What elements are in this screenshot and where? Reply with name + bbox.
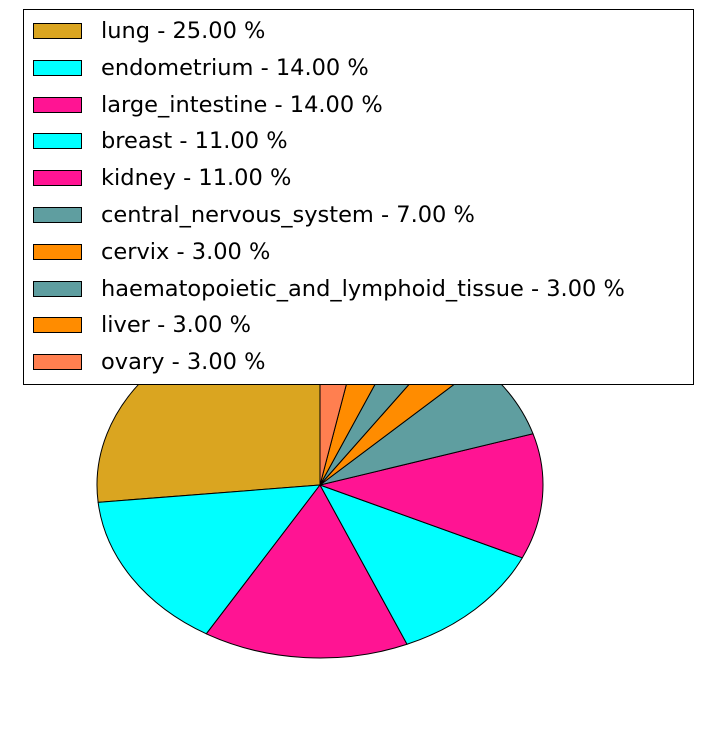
legend-item: haematopoietic_and_lymphoid_tissue - 3.0… xyxy=(33,275,625,302)
legend-label: cervix - 3.00 % xyxy=(101,238,271,265)
legend-item: large_intestine - 14.00 % xyxy=(33,91,383,118)
legend-swatch xyxy=(33,280,82,297)
legend: lung - 25.00 % endometrium - 14.00 % large… xyxy=(23,9,694,385)
legend-label: kidney - 11.00 % xyxy=(101,165,292,192)
legend-item: breast - 11.00 % xyxy=(33,128,288,155)
pie-slice-large-intestine xyxy=(205,484,408,659)
legend-swatch xyxy=(33,59,82,76)
legend-item: endometrium - 14.00 % xyxy=(33,54,369,81)
legend-swatch xyxy=(33,243,82,260)
legend-swatch xyxy=(33,317,82,334)
legend-item: central_nervous_system - 7.00 % xyxy=(33,202,475,228)
legend-label: breast - 11.00 % xyxy=(101,128,288,155)
legend-label: haematopoietic_and_lymphoid_tissue - 3.0… xyxy=(101,275,625,302)
legend-label: ovary - 3.00 % xyxy=(101,349,266,376)
legend-item: cervix - 3.00 % xyxy=(33,238,271,265)
legend-label: liver - 3.00 % xyxy=(101,312,251,339)
legend-swatch xyxy=(33,96,82,113)
pie-slice-kidney xyxy=(319,433,544,559)
legend-item: liver - 3.00 % xyxy=(33,312,251,339)
legend-item: kidney - 11.00 % xyxy=(33,165,292,192)
legend-label: lung - 25.00 % xyxy=(101,18,266,44)
legend-item: lung - 25.00 % xyxy=(33,18,266,44)
legend-label: large_intestine - 14.00 % xyxy=(101,91,383,118)
legend-swatch xyxy=(33,133,82,150)
legend-swatch xyxy=(33,354,82,371)
legend-swatch xyxy=(33,207,82,223)
legend-swatch xyxy=(33,170,82,187)
legend-item: ovary - 3.00 % xyxy=(33,349,266,376)
pie-slice-breast xyxy=(319,484,523,645)
legend-label: endometrium - 14.00 % xyxy=(101,54,369,81)
legend-label: central_nervous_system - 7.00 % xyxy=(101,202,475,228)
legend-swatch xyxy=(33,23,82,39)
pie-slice-endometrium xyxy=(97,484,321,635)
